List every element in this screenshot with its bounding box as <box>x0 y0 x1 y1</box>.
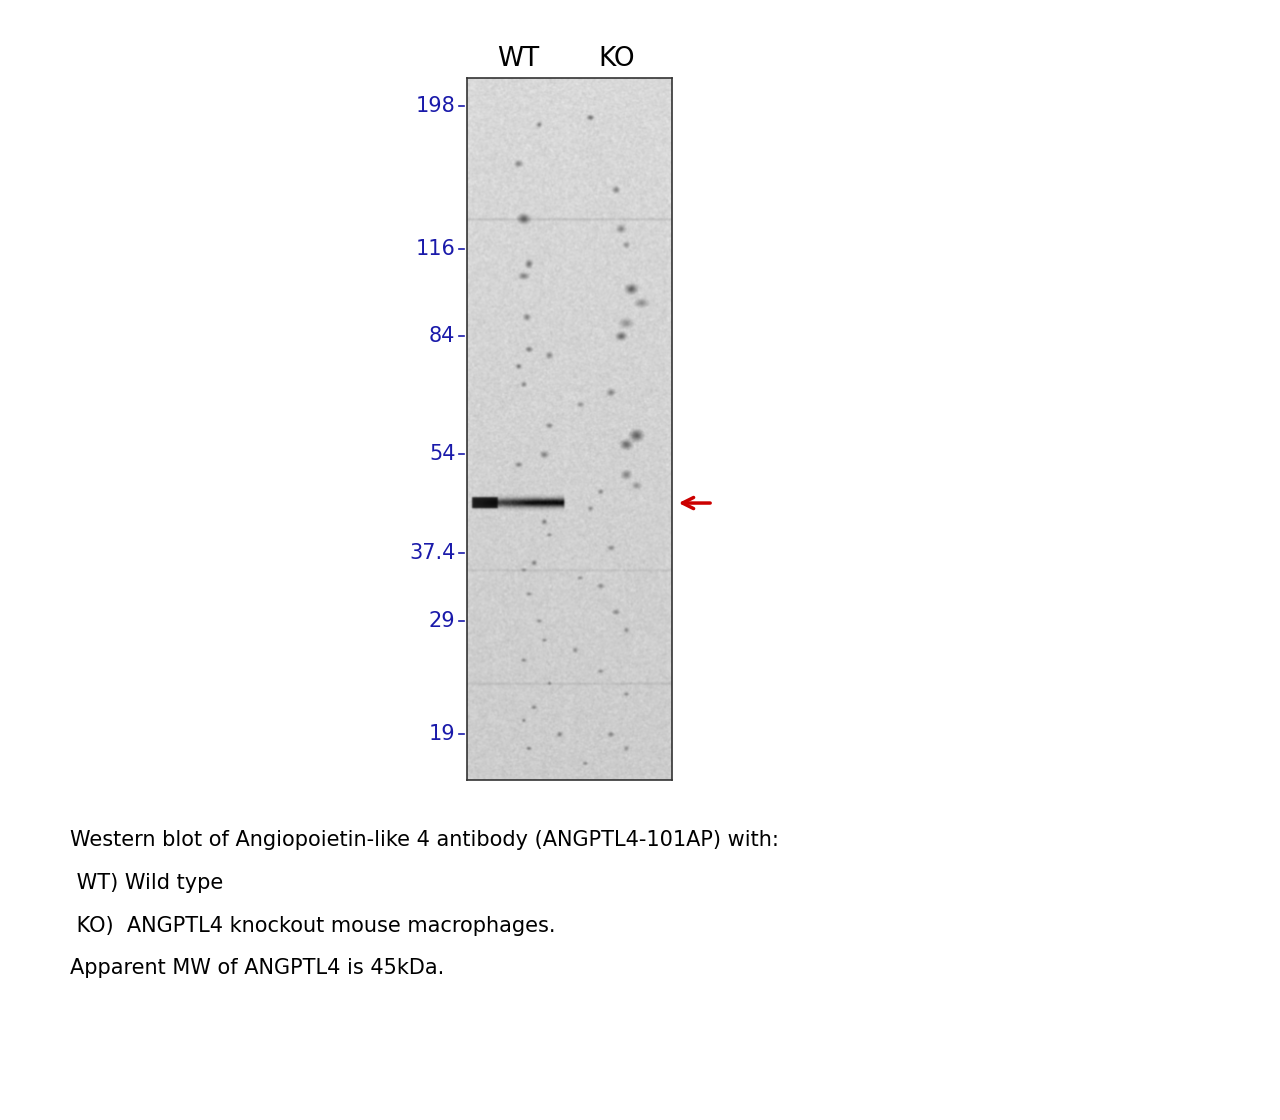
Text: 198: 198 <box>416 96 456 116</box>
Text: Western blot of Angiopoietin-like 4 antibody (ANGPTL4-101AP) with:: Western blot of Angiopoietin-like 4 anti… <box>70 830 780 850</box>
Text: 116: 116 <box>416 240 456 260</box>
Text: 84: 84 <box>429 326 456 346</box>
Text: KO)  ANGPTL4 knockout mouse macrophages.: KO) ANGPTL4 knockout mouse macrophages. <box>70 915 556 935</box>
Text: 37.4: 37.4 <box>410 542 456 562</box>
Text: KO: KO <box>598 46 635 73</box>
Text: 19: 19 <box>429 724 456 744</box>
Text: Apparent MW of ANGPTL4 is 45kDa.: Apparent MW of ANGPTL4 is 45kDa. <box>70 958 444 978</box>
Text: WT) Wild type: WT) Wild type <box>70 872 224 893</box>
Text: 54: 54 <box>429 445 456 464</box>
Text: WT: WT <box>497 46 539 73</box>
Text: 29: 29 <box>429 610 456 631</box>
